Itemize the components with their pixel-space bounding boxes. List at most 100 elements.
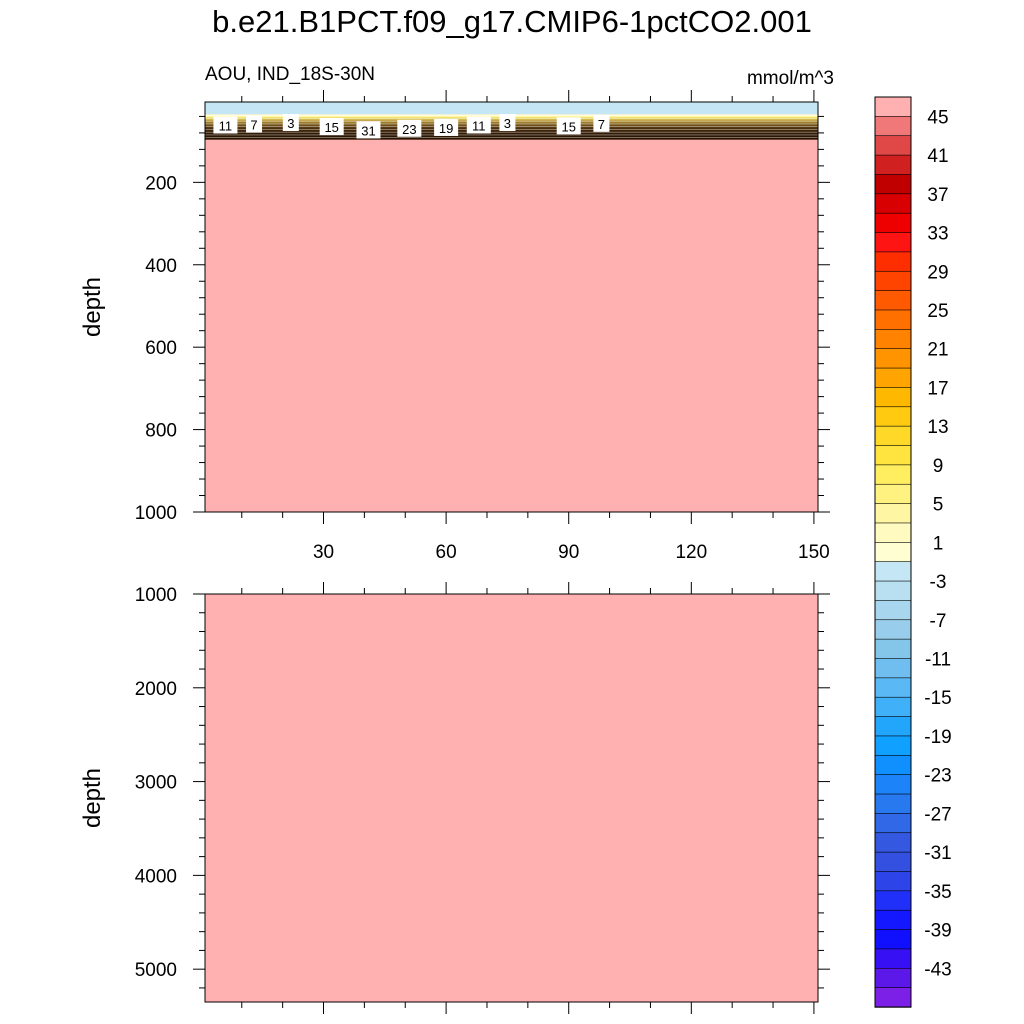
contour-label: 11 (472, 118, 486, 133)
contour-label: 3 (287, 116, 294, 131)
colorbar-label: -31 (924, 843, 951, 864)
contour-label-box (319, 118, 344, 136)
contour-band (205, 130, 818, 133)
colorbar-label: 25 (927, 301, 948, 322)
contour-label: 11 (219, 118, 233, 133)
contour-label-box (397, 119, 422, 137)
contour-band (205, 133, 818, 136)
contour-label-box (499, 114, 516, 132)
colorbar-box (874, 890, 912, 911)
y-tick-label: 5000 (135, 960, 177, 981)
y-tick-label: 1000 (135, 585, 177, 606)
y-tick-label: 400 (145, 256, 177, 277)
colorbar-box (874, 232, 912, 253)
chart-title: b.e21.B1PCT.f09_g17.CMIP6-1pctCO2.001 (212, 4, 812, 39)
colorbar-frame (874, 96, 912, 1008)
colorbar-box (874, 909, 912, 931)
y-tick-label: 4000 (135, 866, 177, 887)
colorbar-box (874, 580, 912, 602)
colorbar-label: -11 (925, 649, 951, 670)
colorbar-box (874, 851, 912, 873)
contour-band (205, 132, 818, 135)
colorbar-box (874, 658, 912, 679)
colorbar-box (874, 406, 912, 427)
colorbar-label: -35 (924, 882, 951, 903)
contour-band (205, 136, 818, 139)
colorbar-box (874, 174, 912, 195)
colorbar-box (874, 987, 912, 1008)
colorbar-label: -27 (924, 804, 951, 825)
contour-label: 23 (402, 122, 416, 137)
y-axis-label: depth (79, 768, 106, 828)
y-axis-label: depth (79, 277, 106, 337)
colorbar-box (874, 793, 912, 815)
colorbar-box (874, 329, 912, 350)
y-tick-label: 200 (145, 173, 177, 194)
colorbar-box (874, 754, 912, 776)
colorbar-box (874, 561, 912, 582)
colorbar-box (874, 212, 912, 234)
contour-label-box (246, 115, 263, 133)
panel-upper-frame (204, 101, 819, 513)
colorbar-box (874, 251, 912, 272)
colorbar-box (874, 638, 912, 660)
colorbar-box (874, 522, 912, 544)
contour-label: 15 (324, 120, 338, 135)
y-tick-label: 800 (145, 421, 177, 442)
contour-label: 3 (504, 116, 511, 131)
colorbar-box (874, 600, 912, 621)
contour-label-box (593, 114, 610, 132)
colorbar-label: -43 (924, 959, 951, 980)
contour-label: 31 (361, 123, 375, 138)
colorbar-box (874, 871, 912, 892)
colorbar-box (874, 948, 912, 969)
panel-lower-frame (204, 593, 819, 1003)
colorbar-box (874, 135, 912, 156)
x-tick-label: 90 (558, 542, 579, 563)
x-tick-label: 120 (675, 542, 707, 563)
colorbar-box (874, 445, 912, 466)
colorbar-box (874, 193, 912, 214)
y-tick-label: 600 (145, 338, 177, 359)
colorbar-label: 29 (927, 262, 948, 283)
colorbar-label: 41 (927, 146, 948, 167)
colorbar-label: -3 (930, 572, 947, 593)
colorbar-box (874, 542, 912, 563)
chart-units: mmol/m^3 (746, 68, 834, 89)
colorbar-box (874, 735, 912, 756)
colorbar-label: 45 (927, 107, 948, 128)
x-tick-label: 60 (436, 542, 457, 563)
colorbar-label: -23 (924, 766, 951, 787)
colorbar-label: -15 (924, 688, 951, 709)
colorbar-box (874, 483, 912, 505)
colorbar-box (874, 503, 912, 524)
x-tick-label: 30 (313, 542, 334, 563)
contour-label: 19 (439, 121, 453, 136)
colorbar-label: 21 (927, 340, 948, 361)
surface-negative-layer (205, 102, 818, 115)
colorbar-box (874, 677, 912, 698)
colorbar-box (874, 464, 912, 485)
colorbar-label: 37 (927, 185, 948, 206)
colorbar-box (874, 929, 912, 950)
contour-label-box (282, 114, 299, 132)
colorbar-box (874, 774, 912, 795)
colorbar-label: 17 (927, 378, 948, 399)
colorbar-box (874, 813, 912, 834)
colorbar-box (874, 696, 912, 718)
contour-label: 15 (561, 119, 575, 134)
contour-band (205, 134, 818, 137)
colorbar-label: -7 (930, 611, 947, 632)
contour-label-box (434, 118, 459, 136)
colorbar-box (874, 716, 912, 737)
colorbar-box (874, 348, 912, 369)
contour-label-box (213, 116, 238, 134)
panel-upper-background-fill (205, 102, 818, 512)
colorbar-label: -39 (924, 921, 951, 942)
colorbar-label: 9 (933, 456, 944, 477)
contour-label-box (356, 121, 381, 139)
colorbar-label: 33 (927, 224, 948, 245)
colorbar-box (874, 96, 912, 118)
colorbar-box (874, 367, 912, 389)
